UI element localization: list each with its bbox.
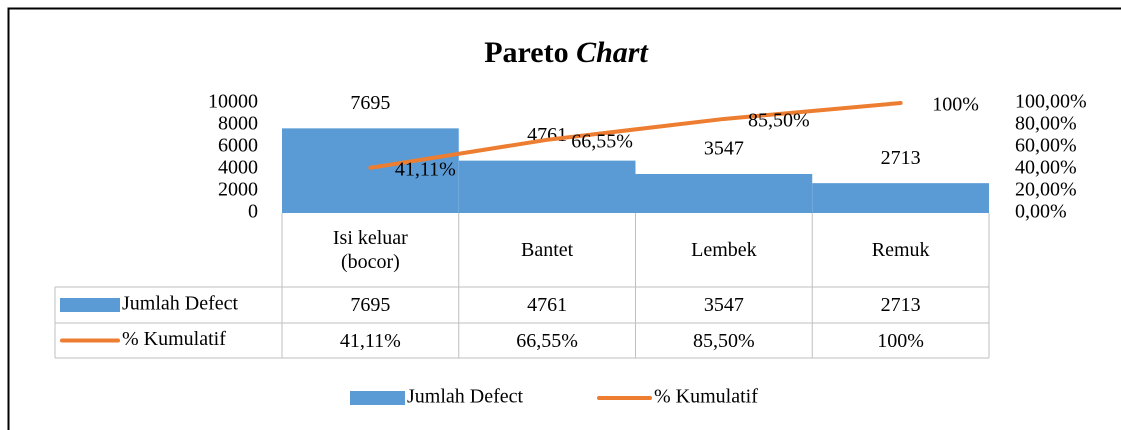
table-value: 2713: [880, 294, 921, 316]
table-value: 3547: [703, 294, 744, 316]
bar-label: 3547: [704, 138, 744, 160]
line-label: 66,55%: [571, 130, 633, 152]
table-value: 66,55%: [516, 329, 578, 352]
bar-label: 2713: [881, 147, 921, 169]
y-tick-label: 8000: [218, 113, 258, 135]
table-value: 100%: [877, 329, 924, 352]
chart-title: Pareto Chart: [484, 36, 649, 69]
y-tick-label: 6000: [218, 135, 258, 157]
bar: [635, 173, 813, 213]
y2-tick-label: 40,00%: [1015, 157, 1077, 179]
category-label: Bantet: [521, 239, 574, 261]
bar: [282, 128, 459, 213]
table-series-name: Jumlah Defect: [122, 293, 239, 315]
y-tick-label: 2000: [218, 179, 258, 201]
bar: [812, 183, 989, 213]
category-label: Isi keluar (bocor): [332, 227, 408, 273]
y-tick-label: 4000: [218, 157, 258, 179]
table-value: 7695: [350, 294, 391, 316]
table-value: 85,50%: [693, 329, 755, 352]
legend-key: [350, 391, 405, 405]
line-label: 100%: [932, 94, 979, 116]
y2-tick-label: 60,00%: [1015, 135, 1077, 157]
frame: [7, 7, 1121, 430]
y2-tick-label: 80,00%: [1015, 113, 1077, 135]
table-legend-key: [60, 298, 120, 312]
y2-tick-label: 0,00%: [1015, 201, 1067, 223]
bar: [458, 160, 636, 213]
table-value: 41,11%: [339, 329, 401, 352]
category-label: Remuk: [871, 239, 930, 261]
y-tick-label: 0: [248, 201, 258, 223]
y2-tick-label: 20,00%: [1015, 179, 1077, 201]
line: [368, 101, 903, 170]
y-tick-label: 10000: [208, 91, 258, 113]
bar-label: 7695: [350, 92, 390, 114]
line-label: 41,11%: [395, 158, 456, 180]
table-value: 4761: [527, 294, 568, 316]
legend-label: % Kumulatif: [654, 386, 758, 408]
line-label: 85,50%: [748, 110, 810, 132]
table-series-name: % Kumulatif: [122, 328, 226, 350]
category-label: Lembek: [691, 239, 757, 261]
legend-label: Jumlah Defect: [407, 386, 524, 408]
y2-tick-label: 100,00%: [1015, 91, 1087, 113]
